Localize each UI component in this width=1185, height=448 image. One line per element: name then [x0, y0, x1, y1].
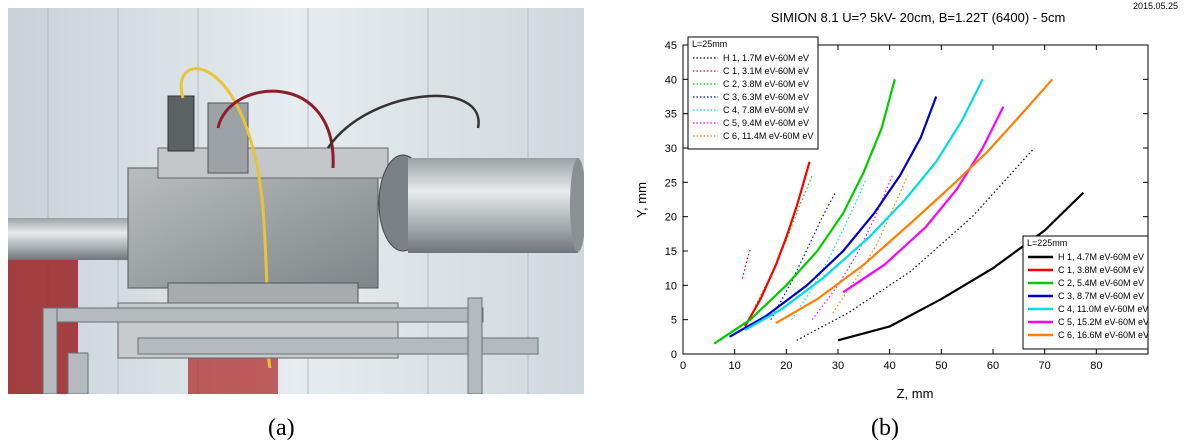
series-line-2 [741, 249, 751, 279]
series-line-1 [796, 147, 1035, 341]
x-tick-label: 60 [987, 360, 999, 372]
legend-2: L=225mm H 1, 4.7M eV-60M eV C 1, 3.8M eV-6… [1022, 235, 1149, 350]
y-axis-label: Y, mm [634, 182, 649, 218]
red-cable [216, 89, 335, 169]
chart-date: 2015.05.25 [1133, 1, 1178, 11]
series-line-11 [728, 96, 938, 338]
series-line-8 [837, 191, 1085, 342]
legend-entry: C 5, 15.2M eV-60M eV [1058, 317, 1149, 327]
y-tick-label: 40 [665, 74, 677, 86]
chart-panel: SIMION 8.1 U=? 5kV- 20cm, B=1.22T (6400)… [608, 0, 1185, 410]
y-tick-label: 10 [665, 280, 677, 292]
legend-entry: C 5, 9.4M eV-60M eV [723, 118, 809, 128]
y-tick-label: 35 [665, 109, 677, 121]
x-tick-label: 10 [729, 360, 741, 372]
series-group [713, 78, 1085, 345]
series-line-13 [842, 106, 1005, 294]
photo-graphic [8, 8, 584, 394]
legends: L=25mm H 1, 1.7M eV-60M eV C 1, 3.1M eV-60… [687, 36, 1149, 350]
legend-entry: C 2, 5.4M eV-60M eV [1058, 278, 1144, 288]
caption-a: (a) [268, 415, 295, 441]
legend-entry: C 4, 11.0M eV-60M eV [1058, 304, 1148, 314]
y-tick-label: 15 [665, 246, 677, 258]
x-tick-label: 50 [935, 360, 947, 372]
legend-entry: C 6, 16.6M eV-60M eV [1058, 330, 1149, 340]
legend-entry: C 2, 3.8M eV-60M eV [723, 79, 809, 89]
chart-title: SIMION 8.1 U=? 5kV- 20cm, B=1.22T (6400)… [771, 10, 1066, 25]
y-tick-label: 20 [665, 212, 677, 224]
series-line-9 [744, 161, 811, 328]
plot-frame [682, 44, 1149, 355]
y-tick-label: 25 [665, 177, 677, 189]
x-tick-label: 70 [1039, 360, 1051, 372]
y-tick-label: 5 [671, 315, 677, 327]
legend-box [687, 36, 819, 150]
vacuum-chamber [127, 167, 379, 289]
x-tick-label: 80 [1090, 360, 1102, 372]
series-line-10 [713, 79, 896, 345]
series-line-14 [775, 78, 1054, 325]
legend-entry: C 4, 7.8M eV-60M eV [723, 105, 809, 115]
beam-pipe-right [408, 158, 578, 253]
photo-experimental-setup [8, 8, 584, 394]
x-tick-label: 20 [780, 360, 792, 372]
caption-b: (b) [871, 415, 899, 441]
legend-title: L=225mm [1027, 238, 1067, 248]
legend-entry: C 3, 8.7M eV-60M eV [1058, 291, 1144, 301]
legend-box [1022, 235, 1149, 350]
axes: 0 10 20 30 40 50 60 70 80 0 5 10 15 20 25 30 35 40 45 [665, 40, 1148, 372]
aluminum-frame [42, 297, 539, 394]
x-tick-label: 40 [884, 360, 896, 372]
x-tick-label: 30 [832, 360, 844, 372]
legend-1: L=25mm H 1, 1.7M eV-60M eV C 1, 3.1M eV-60… [687, 36, 819, 150]
legend-entry: H 1, 1.7M eV-60M eV [723, 53, 809, 63]
legend-entry: C 3, 6.3M eV-60M eV [723, 92, 809, 102]
series-line-12 [744, 78, 984, 331]
legend-title: L=25mm [692, 39, 727, 49]
x-tick-label: 0 [680, 360, 686, 372]
series-line-6 [811, 175, 893, 321]
legend-entry: C 1, 3.8M eV-60M eV [1058, 265, 1144, 275]
legend-entry: H 1, 4.7M eV-60M eV [1058, 252, 1144, 262]
legend-entry: C 6, 11.4M eV-60M eV [723, 131, 813, 141]
series-line-4 [770, 192, 836, 320]
trajectory-chart: SIMION 8.1 U=? 5kV- 20cm, B=1.22T (6400)… [634, 1, 1178, 401]
y-tick-label: 45 [665, 40, 677, 52]
series-line-3 [754, 175, 813, 307]
y-tick-label: 30 [665, 143, 677, 155]
x-axis-label: Z, mm [897, 386, 934, 401]
legend-entry: C 1, 3.1M eV-60M eV [723, 66, 809, 76]
series-line-5 [791, 178, 867, 321]
y-tick-label: 0 [671, 349, 677, 361]
